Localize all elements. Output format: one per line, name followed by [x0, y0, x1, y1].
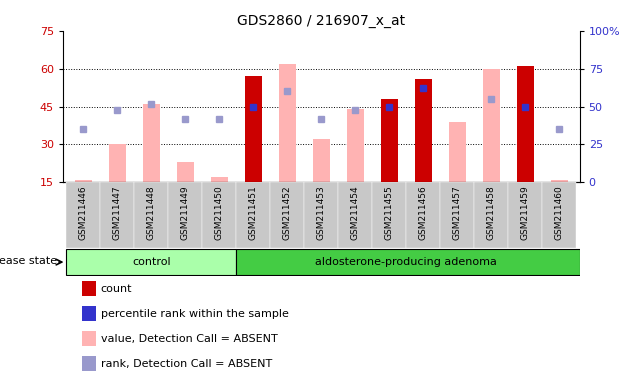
Text: GSM211446: GSM211446 [79, 186, 88, 240]
Text: GSM211450: GSM211450 [215, 186, 224, 240]
Text: GSM211447: GSM211447 [113, 186, 122, 240]
Bar [474, 182, 508, 248]
Text: GSM211457: GSM211457 [453, 186, 462, 240]
Bar [109, 144, 126, 182]
Text: GSM211448: GSM211448 [147, 186, 156, 240]
Bar [66, 182, 100, 248]
Text: control: control [132, 257, 171, 267]
Bar [304, 182, 338, 248]
Text: GSM211449: GSM211449 [181, 186, 190, 240]
Bar [381, 99, 398, 182]
Bar [551, 180, 568, 182]
Bar [168, 182, 202, 248]
Bar [134, 182, 168, 248]
Text: percentile rank within the sample: percentile rank within the sample [101, 309, 289, 319]
Bar [483, 69, 500, 182]
Bar [75, 180, 92, 182]
Text: GSM211458: GSM211458 [487, 186, 496, 240]
Bar [177, 162, 194, 182]
Text: aldosterone-producing adenoma: aldosterone-producing adenoma [316, 257, 497, 267]
Text: GSM211460: GSM211460 [554, 186, 564, 240]
Text: GSM211456: GSM211456 [419, 186, 428, 240]
Bar [406, 182, 440, 248]
Bar [270, 182, 304, 248]
Title: GDS2860 / 216907_x_at: GDS2860 / 216907_x_at [238, 14, 405, 28]
Bar [372, 182, 406, 248]
Text: GSM211454: GSM211454 [351, 186, 360, 240]
Bar [211, 177, 228, 182]
Bar [279, 64, 296, 182]
Text: value, Detection Call = ABSENT: value, Detection Call = ABSENT [101, 334, 278, 344]
Bar [143, 104, 160, 182]
Bar [100, 182, 134, 248]
Text: count: count [101, 284, 132, 294]
Text: GSM211455: GSM211455 [385, 186, 394, 240]
Bar [346, 109, 364, 182]
Bar [236, 249, 580, 275]
Bar [542, 182, 576, 248]
Text: GSM211452: GSM211452 [283, 186, 292, 240]
Text: GSM211453: GSM211453 [317, 186, 326, 240]
Text: GSM211451: GSM211451 [249, 186, 258, 240]
Bar [202, 182, 236, 248]
Bar [440, 182, 474, 248]
Bar [245, 76, 262, 182]
Bar [338, 182, 372, 248]
Text: GSM211459: GSM211459 [521, 186, 530, 240]
Bar [313, 139, 329, 182]
Bar [508, 182, 542, 248]
Bar [517, 66, 534, 182]
Bar [449, 122, 466, 182]
Text: rank, Detection Call = ABSENT: rank, Detection Call = ABSENT [101, 359, 272, 369]
Bar [236, 182, 270, 248]
Bar [66, 249, 236, 275]
Text: disease state: disease state [0, 256, 57, 266]
Bar [415, 79, 432, 182]
